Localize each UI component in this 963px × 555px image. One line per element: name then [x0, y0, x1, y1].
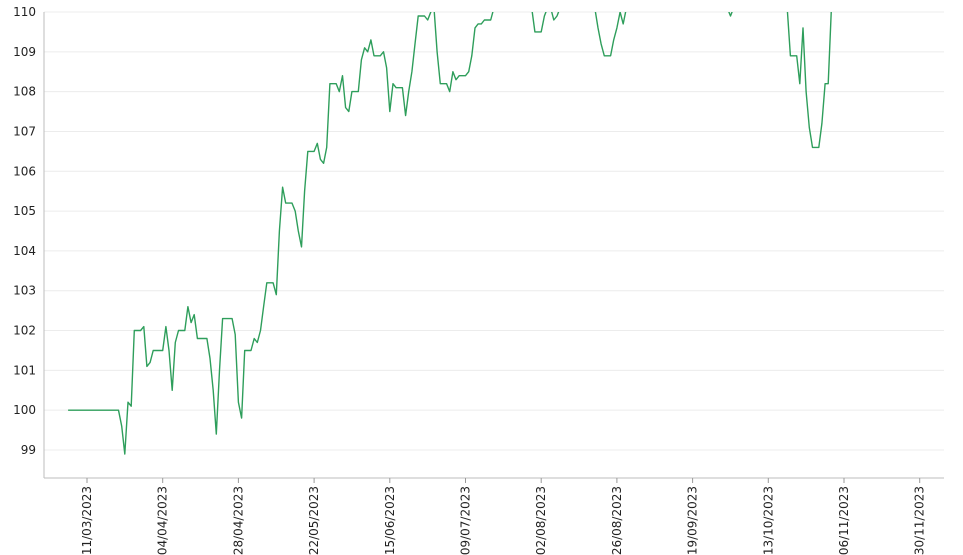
x-tick-label: 06/11/2023 [837, 486, 851, 555]
y-tick-label: 109 [13, 45, 36, 59]
y-tick-label: 110 [13, 5, 36, 19]
gridlines [44, 11, 944, 451]
series-lines [68, 12, 832, 455]
x-tick-label: 11/03/2023 [80, 486, 94, 555]
x-tick-label: 15/06/2023 [383, 486, 397, 555]
x-tick-label: 04/04/2023 [156, 486, 170, 555]
x-tick-label: 26/08/2023 [610, 486, 624, 555]
x-tick-label: 19/09/2023 [686, 486, 700, 555]
y-tick-labels: 99 100 101 102 103 104 105 106 107 108 109 110 [13, 5, 36, 457]
series-line [594, 12, 627, 57]
series-line [786, 12, 832, 149]
y-tick-label: 103 [13, 284, 36, 298]
y-tick-label: 106 [13, 164, 36, 178]
y-tick-label: 102 [13, 324, 36, 338]
x-tick-label: 13/10/2023 [761, 486, 775, 555]
x-tick-labels: 11/03/2023 04/04/2023 28/04/2023 22/05/2023… [80, 478, 927, 555]
y-tick-label: 105 [13, 204, 36, 218]
y-tick-label: 104 [13, 244, 36, 258]
series-line [68, 12, 494, 455]
x-tick-label: 02/08/2023 [534, 486, 548, 555]
series-line [551, 12, 560, 21]
y-tick-label: 99 [21, 443, 36, 457]
x-tick-label: 09/07/2023 [459, 486, 473, 555]
axes [43, 12, 944, 479]
y-tick-label: 100 [13, 403, 36, 417]
y-tick-label: 108 [13, 85, 36, 99]
y-tick-label: 107 [13, 124, 36, 138]
x-tick-label: 22/05/2023 [307, 486, 321, 555]
series-line [728, 12, 733, 17]
x-tick-label: 28/04/2023 [231, 486, 245, 555]
series-line [531, 12, 547, 33]
x-tick-label: 30/11/2023 [913, 486, 927, 555]
y-tick-label: 101 [13, 363, 36, 377]
